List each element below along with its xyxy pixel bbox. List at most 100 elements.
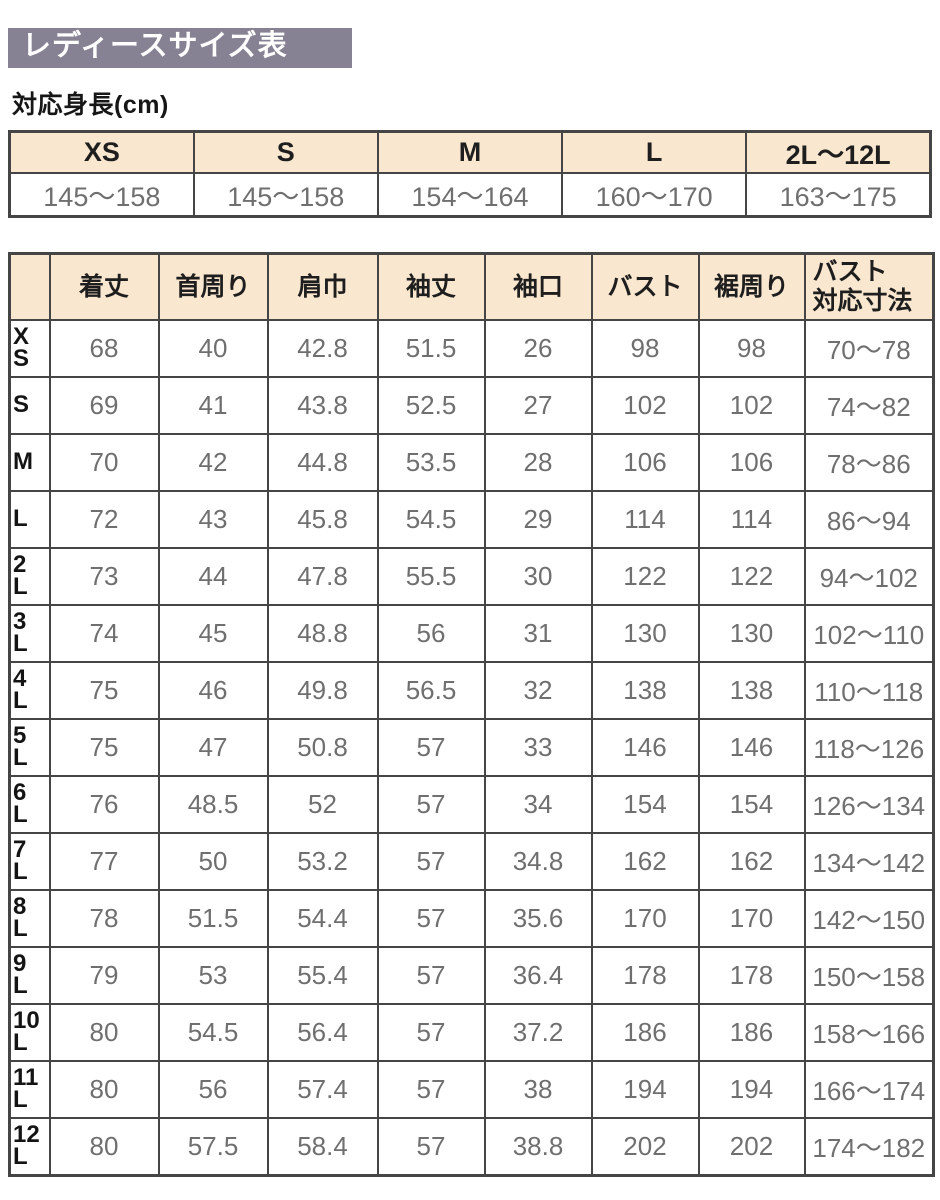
measurement-cell: 75: [48, 660, 160, 720]
measurement-cell: 50: [157, 831, 269, 891]
height-size-header: M: [376, 130, 564, 174]
height-range-cell: 145～158: [8, 171, 195, 218]
measurement-cell: 31: [483, 603, 593, 663]
measurement-cell: 57: [376, 945, 486, 1005]
measurement-cell: 53: [157, 945, 269, 1005]
height-table-body: 145～158 145～158 154～164 160～170 163～175: [8, 171, 932, 218]
measurement-cell: 114: [590, 489, 700, 549]
measurements-table-head: 着丈 首周り 肩巾 袖丈 袖口 バスト 裾周り バスト 対応寸法: [8, 252, 935, 321]
measurement-cell: 146: [590, 717, 700, 777]
measurement-cell: 122: [697, 546, 806, 606]
measurements-header-row: 着丈 首周り 肩巾 袖丈 袖口 バスト 裾周り バスト 対応寸法: [8, 252, 935, 321]
row-size-label: M: [8, 432, 51, 492]
measurement-cell: 78: [48, 888, 160, 948]
height-range-cell: 160～170: [561, 171, 748, 218]
corner-cell: [8, 252, 51, 321]
measurement-cell: 33: [483, 717, 593, 777]
measurement-cell: 94～102: [803, 546, 935, 606]
measurement-cell: 146: [697, 717, 806, 777]
measurements-table: 着丈 首周り 肩巾 袖丈 袖口 バスト 裾周り バスト 対応寸法 X S 68 40 42.8 51.5 2…: [8, 251, 935, 1177]
measurement-cell: 70～78: [803, 318, 935, 378]
measurement-cell: 154: [697, 774, 806, 834]
measurement-cell: 35.6: [483, 888, 593, 948]
measurements-table-body: X S 68 40 42.8 51.5 26 98 98 70～78 S 69 41 43.8 52.5 27…: [8, 318, 935, 1177]
measurement-cell: 118～126: [803, 717, 935, 777]
height-size-header: 2L～12L: [745, 130, 932, 174]
measurement-cell: 56.5: [376, 660, 486, 720]
measurement-cell: 162: [590, 831, 700, 891]
measurement-cell: 57: [376, 1002, 486, 1062]
measurement-cell: 34.8: [483, 831, 593, 891]
measurement-cell: 80: [48, 1002, 160, 1062]
size-row-12l: 12 L 80 57.5 58.4 57 38.8 202 202 174～182: [8, 1116, 935, 1177]
measurement-column-header: 袖丈: [376, 252, 486, 321]
measurement-cell: 48.5: [157, 774, 269, 834]
measurement-cell: 106: [590, 432, 700, 492]
measurement-cell: 74: [48, 603, 160, 663]
measurement-cell: 69: [48, 375, 160, 435]
measurement-cell: 130: [590, 603, 700, 663]
measurement-cell: 42: [157, 432, 269, 492]
measurement-cell: 37.2: [483, 1002, 593, 1062]
measurement-cell: 74～82: [803, 375, 935, 435]
height-header-row: XS S M L 2L～12L: [8, 130, 932, 174]
measurement-cell: 70: [48, 432, 160, 492]
measurement-column-header: 肩巾: [266, 252, 379, 321]
height-section-heading: 対応身長(cm): [12, 90, 169, 119]
measurement-cell: 80: [48, 1116, 160, 1177]
measurement-cell: 158～166: [803, 1002, 935, 1062]
measurement-cell: 68: [48, 318, 160, 378]
measurement-cell: 178: [697, 945, 806, 1005]
measurement-column-header: 裾周り: [697, 252, 806, 321]
measurement-cell: 162: [697, 831, 806, 891]
measurement-cell: 54.5: [376, 489, 486, 549]
measurement-cell: 51.5: [157, 888, 269, 948]
measurement-cell: 57: [376, 1059, 486, 1119]
measurement-cell: 134～142: [803, 831, 935, 891]
size-row-xs: X S 68 40 42.8 51.5 26 98 98 70～78: [8, 318, 935, 378]
row-size-label: 12 L: [8, 1116, 51, 1177]
measurement-cell: 138: [590, 660, 700, 720]
measurement-cell: 77: [48, 831, 160, 891]
measurement-cell: 44: [157, 546, 269, 606]
measurement-cell: 46: [157, 660, 269, 720]
measurement-cell: 30: [483, 546, 593, 606]
measurement-cell: 54.4: [266, 888, 379, 948]
measurement-column-header: バスト 対応寸法: [803, 252, 935, 321]
measurement-cell: 150～158: [803, 945, 935, 1005]
measurement-cell: 170: [590, 888, 700, 948]
measurement-cell: 114: [697, 489, 806, 549]
measurement-cell: 42.8: [266, 318, 379, 378]
measurement-cell: 45.8: [266, 489, 379, 549]
measurement-cell: 57: [376, 1116, 486, 1177]
measurement-cell: 45: [157, 603, 269, 663]
height-size-header: L: [561, 130, 748, 174]
measurement-cell: 170: [697, 888, 806, 948]
measurement-cell: 57.4: [266, 1059, 379, 1119]
measurement-cell: 57: [376, 888, 486, 948]
measurement-cell: 56.4: [266, 1002, 379, 1062]
measurement-cell: 75: [48, 717, 160, 777]
measurement-cell: 47: [157, 717, 269, 777]
measurement-cell: 41: [157, 375, 269, 435]
measurement-cell: 154: [590, 774, 700, 834]
measurement-cell: 57: [376, 774, 486, 834]
height-range-cell: 154～164: [376, 171, 564, 218]
size-row-6l: 6 L 76 48.5 52 57 34 154 154 126～134: [8, 774, 935, 834]
measurement-cell: 79: [48, 945, 160, 1005]
measurement-cell: 53.2: [266, 831, 379, 891]
measurement-cell: 178: [590, 945, 700, 1005]
size-row-s: S 69 41 43.8 52.5 27 102 102 74～82: [8, 375, 935, 435]
measurement-cell: 56: [376, 603, 486, 663]
measurement-cell: 72: [48, 489, 160, 549]
size-row-l: L 72 43 45.8 54.5 29 114 114 86～94: [8, 489, 935, 549]
measurement-cell: 54.5: [157, 1002, 269, 1062]
row-size-label: 11 L: [8, 1059, 51, 1119]
measurement-cell: 102～110: [803, 603, 935, 663]
size-row-m: M 70 42 44.8 53.5 28 106 106 78～86: [8, 432, 935, 492]
measurement-cell: 43.8: [266, 375, 379, 435]
